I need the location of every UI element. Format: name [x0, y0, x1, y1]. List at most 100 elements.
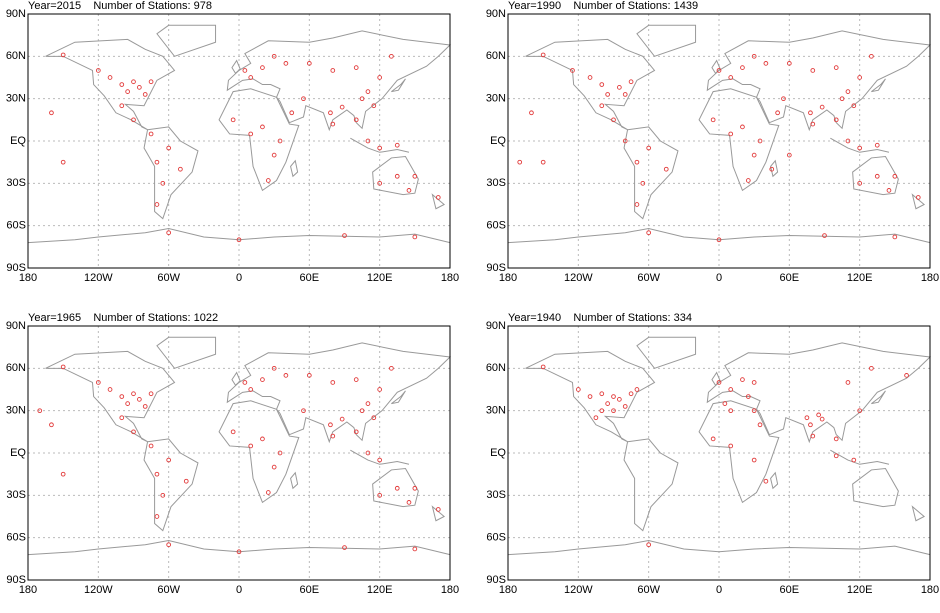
- station: [808, 422, 813, 428]
- station: [810, 433, 816, 439]
- map-panel: 180 120W 60W 0 60E 120E 180 90N 60N 30N EQ 30S 60S 90…: [486, 0, 939, 284]
- station: [412, 485, 418, 491]
- station: [646, 145, 652, 151]
- y-tick-label: 30N: [6, 93, 26, 105]
- station: [119, 415, 125, 421]
- station: [178, 166, 183, 172]
- station: [359, 408, 365, 414]
- station: [435, 507, 441, 512]
- y-tick-label: 90S: [486, 262, 506, 274]
- station: [230, 429, 236, 435]
- station: [839, 96, 845, 102]
- station: [775, 110, 780, 116]
- station: [154, 471, 160, 477]
- station: [622, 92, 628, 97]
- y-tick-label: 30S: [6, 177, 26, 189]
- station: [389, 365, 394, 371]
- station: [845, 138, 851, 144]
- y-tick-label: 60N: [486, 50, 506, 62]
- station: [365, 89, 371, 94]
- station: [833, 436, 839, 442]
- station: [119, 82, 125, 87]
- station: [728, 75, 734, 80]
- y-tick-label: 30S: [486, 177, 506, 189]
- station: [710, 117, 716, 123]
- station: [154, 514, 160, 519]
- x-tick-label: 180: [921, 584, 939, 596]
- station: [728, 443, 734, 449]
- x-tick-label: 120E: [367, 272, 393, 284]
- station: [869, 365, 874, 371]
- station: [137, 85, 142, 90]
- station: [377, 492, 383, 498]
- x-tick-label: 180: [19, 272, 37, 284]
- y-tick-label: EQ: [10, 135, 26, 147]
- station: [265, 490, 271, 495]
- station: [131, 429, 136, 435]
- station: [394, 173, 400, 179]
- station: [646, 230, 652, 236]
- x-tick-label: 60E: [780, 272, 800, 284]
- station: [137, 397, 142, 402]
- y-tick-label: 90N: [6, 320, 26, 332]
- y-tick-label: 60S: [486, 220, 506, 232]
- station: [745, 394, 751, 399]
- station: [851, 457, 857, 463]
- station: [599, 103, 605, 109]
- station: [833, 65, 839, 70]
- station: [611, 394, 616, 399]
- station: [751, 53, 757, 59]
- y-tick-label: 90S: [6, 574, 26, 586]
- station: [271, 464, 277, 470]
- station: [540, 364, 546, 370]
- station: [359, 96, 365, 102]
- station: [125, 401, 130, 406]
- x-tick-label: 120E: [847, 272, 873, 284]
- station: [810, 121, 816, 127]
- station: [751, 457, 757, 463]
- station: [808, 110, 813, 116]
- station: [271, 53, 277, 59]
- y-tick-label: 30S: [486, 489, 506, 501]
- station: [786, 152, 792, 158]
- station: [183, 478, 189, 484]
- station: [148, 443, 154, 449]
- station: [107, 75, 113, 80]
- station: [634, 387, 640, 392]
- station: [148, 79, 154, 85]
- station: [365, 450, 371, 456]
- station: [166, 457, 172, 463]
- station: [412, 173, 418, 179]
- station: [857, 75, 863, 80]
- station: [119, 103, 125, 109]
- station: [517, 159, 523, 165]
- station: [248, 443, 254, 449]
- x-tick-label: 0: [236, 584, 242, 596]
- panel-title: Year=2015 Number of Stations: 978: [28, 0, 212, 12]
- station: [781, 96, 786, 102]
- station: [751, 408, 757, 414]
- station: [37, 408, 43, 414]
- station: [289, 110, 295, 116]
- station: [236, 549, 242, 555]
- y-tick-label: EQ: [10, 447, 26, 459]
- station: [617, 85, 622, 90]
- station: [353, 65, 359, 70]
- station: [540, 52, 546, 58]
- station: [857, 408, 863, 414]
- station: [60, 364, 66, 370]
- x-tick-label: 120W: [564, 584, 593, 596]
- station: [406, 500, 412, 505]
- y-tick-label: 30N: [6, 405, 26, 417]
- station: [740, 65, 745, 70]
- station: [845, 89, 851, 94]
- station: [328, 110, 333, 116]
- station: [529, 110, 534, 116]
- station: [575, 387, 581, 392]
- station: [622, 138, 628, 144]
- station: [166, 145, 172, 151]
- map-frame: [507, 325, 931, 581]
- station: [634, 159, 640, 165]
- station: [339, 104, 345, 110]
- station: [605, 92, 610, 97]
